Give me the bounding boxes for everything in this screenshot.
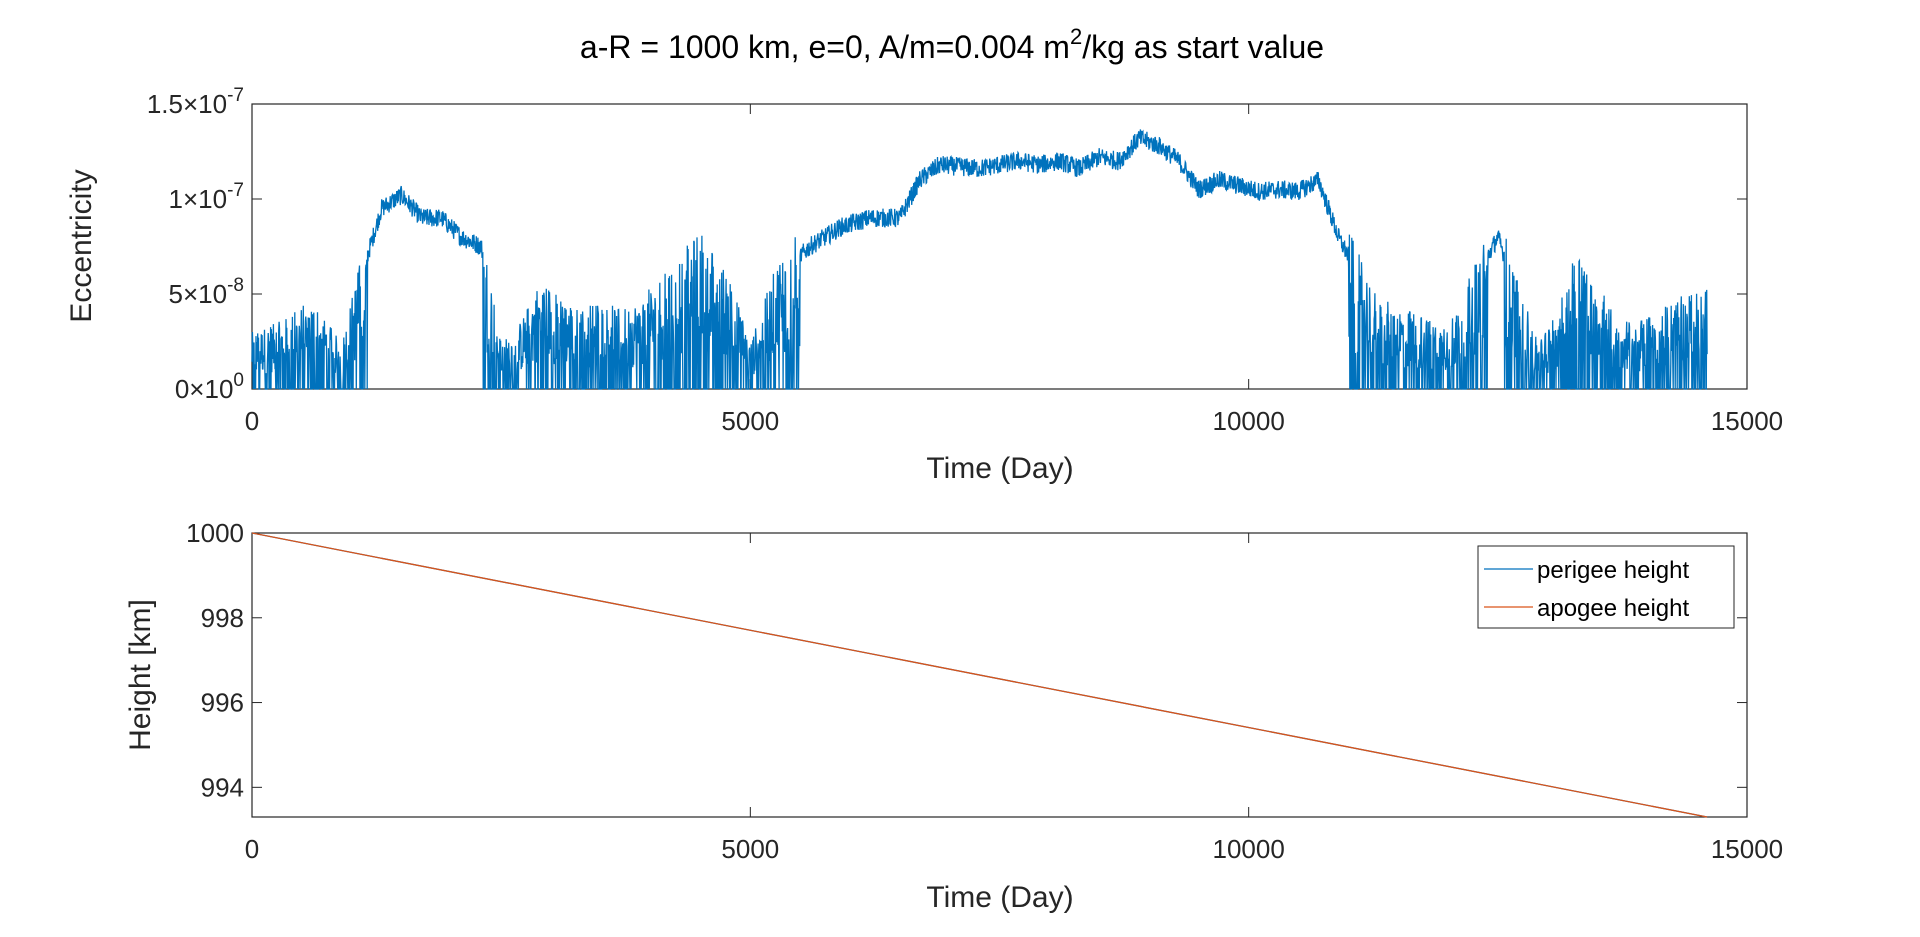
x-tick-label: 15000 xyxy=(1711,406,1783,436)
legend-perigee-label: perigee height xyxy=(1537,557,1689,584)
x-tick-label: 10000 xyxy=(1213,406,1285,436)
y-tick-label: 0×100 xyxy=(175,370,244,404)
eccentricity-axes: 0 5000 10000 15000 0×100 5×10-8 1×10-7 1.5×10-7… xyxy=(65,85,1783,485)
height-legend: perigee height apogee height xyxy=(1477,545,1735,629)
height-xlabel: Time (Day) xyxy=(926,881,1073,914)
legend-box xyxy=(1477,545,1735,629)
x-tick-label: 15000 xyxy=(1711,834,1783,864)
y-tick-label: 5×10-8 xyxy=(169,275,244,309)
eccentricity-ylabel: Eccentricity xyxy=(65,169,98,322)
height-ylabel: Height [km] xyxy=(124,599,157,751)
height-series-lines xyxy=(251,532,1708,818)
x-tick-label: 0 xyxy=(245,834,259,864)
height-ticks: 0 5000 10000 15000 994 996 998 1000 xyxy=(186,518,1783,864)
y-tick-label: 1000 xyxy=(186,518,244,548)
eccentricity-xlabel: Time (Day) xyxy=(926,452,1073,485)
eccentricity-ticks: 0 5000 10000 15000 0×100 5×10-8 1×10-7 1.5×10-7 xyxy=(147,85,1783,436)
y-tick-label: 994 xyxy=(201,772,244,802)
legend-apogee-label: apogee height xyxy=(1537,595,1689,622)
y-tick-label: 996 xyxy=(201,688,244,718)
eccentricity-series-line xyxy=(251,129,1708,390)
apogee-height-line xyxy=(251,532,1708,818)
y-tick-label: 1.5×10-7 xyxy=(147,85,244,119)
y-tick-label: 1×10-7 xyxy=(169,180,244,214)
x-tick-label: 5000 xyxy=(721,406,779,436)
x-tick-label: 10000 xyxy=(1213,834,1285,864)
x-tick-label: 5000 xyxy=(721,834,779,864)
figure-title: a-R = 1000 km, e=0, A/m=0.004 m2/kg as s… xyxy=(580,24,1324,65)
x-tick-label: 0 xyxy=(245,406,259,436)
y-tick-label: 998 xyxy=(201,603,244,633)
